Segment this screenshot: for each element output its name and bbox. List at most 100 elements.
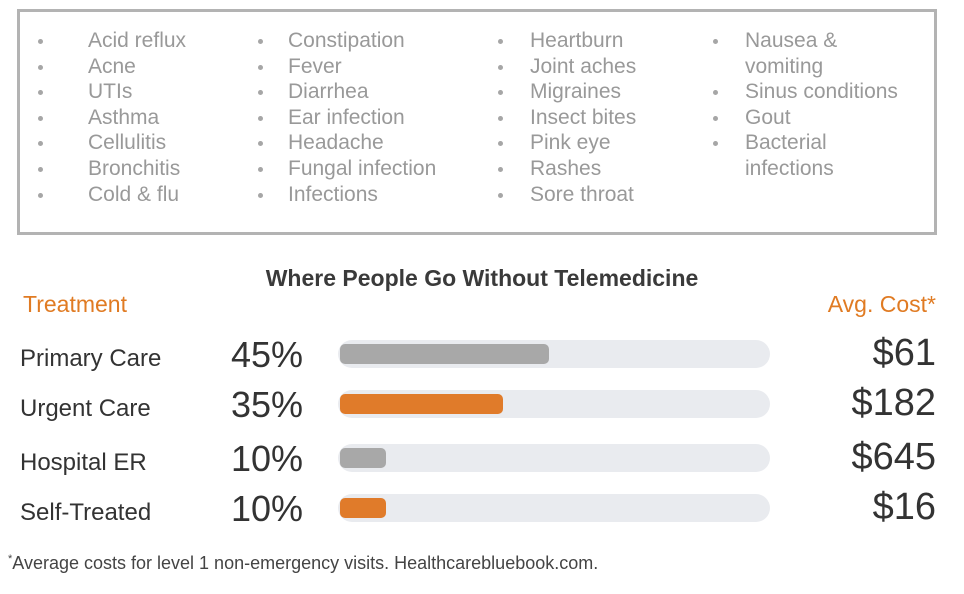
condition-item: Cold & flu [38, 182, 186, 208]
avg-cost-header: Avg. Cost* [827, 291, 936, 317]
condition-label: Joint aches [530, 54, 637, 78]
footnote: *Average costs for level 1 non-emergency… [8, 553, 598, 574]
conditions-box: Acid reflux Acne UTIs Asthma Cellulitis Bronc… [17, 9, 937, 235]
conditions-column: Heartburn Joint aches Migraines Insect bite… [498, 28, 636, 207]
category-label: Self-Treated [20, 499, 152, 526]
condition-item: Bronchitis [38, 156, 186, 182]
condition-item: Asthma [38, 105, 186, 131]
condition-item: Acid reflux [38, 28, 186, 54]
treatment-header: Treatment [23, 291, 127, 317]
chart-row: Urgent Care 35% $182 [0, 382, 964, 438]
bullet-icon [713, 39, 718, 44]
condition-item: Heartburn [498, 28, 636, 54]
condition-label: Acid reflux [88, 29, 187, 52]
chart-title: Where People Go Without Telemedicine [265, 265, 699, 291]
bullet-icon [713, 115, 718, 121]
percent-label: 45% [231, 334, 304, 375]
bullet-icon [258, 141, 263, 147]
condition-item: Nausea & vomiting [713, 28, 898, 79]
bullet-icon [258, 64, 263, 70]
condition-label: Sinus conditions [745, 80, 898, 104]
condition-item: Ear infection [258, 105, 436, 131]
bullet-icon [258, 90, 263, 96]
bar-fill [340, 344, 549, 364]
condition-label: Asthma [88, 105, 160, 129]
percent-label: 10% [231, 438, 304, 479]
bullet-icon [258, 166, 263, 172]
chart-row: Primary Care 45% $61 [0, 332, 964, 388]
bullet-icon [38, 192, 43, 198]
bullet-icon [498, 39, 503, 44]
bullet-icon [258, 39, 263, 44]
bullet-icon [498, 64, 503, 70]
condition-label: Bacterial infections [745, 131, 834, 180]
condition-item: Bacterial infections [713, 130, 898, 181]
category-label: Primary Care [20, 345, 162, 372]
condition-item: Joint aches [498, 54, 636, 80]
condition-item: Fungal infection [258, 156, 436, 182]
bullet-icon [713, 90, 718, 96]
conditions-column: Constipation Fever Diarrhea Ear infection He… [258, 28, 436, 207]
chart-row: Self-Treated 10% $16 [0, 486, 964, 542]
condition-label: Acne [88, 54, 136, 78]
condition-item: Cellulitis [38, 130, 186, 156]
bar-fill [340, 448, 386, 468]
condition-label: Fungal infection [288, 156, 437, 180]
footnote-text: Average costs for level 1 non-emergency … [12, 553, 599, 573]
condition-label: Sore throat [530, 182, 634, 206]
condition-item: Infections [258, 182, 436, 208]
condition-label: Constipation [288, 29, 405, 52]
condition-item: Sore throat [498, 182, 636, 208]
bullet-icon [38, 115, 43, 121]
bullet-icon [498, 141, 503, 147]
bullet-icon [498, 90, 503, 96]
bullet-icon [498, 166, 503, 172]
condition-label: Pink eye [530, 131, 611, 155]
bullet-icon [38, 39, 43, 44]
bullet-icon [38, 166, 43, 172]
condition-label: Ear infection [288, 105, 405, 129]
condition-label: Bronchitis [88, 156, 181, 180]
bullet-icon [38, 90, 43, 96]
chart-row: Hospital ER 10% $645 [0, 436, 964, 492]
bullet-icon [498, 192, 503, 198]
cost-label: $645 [851, 436, 936, 478]
percent-label: 10% [231, 488, 304, 529]
conditions-column: Acid reflux Acne UTIs Asthma Cellulitis Bronc… [38, 28, 186, 207]
bullet-icon [258, 192, 263, 198]
category-label: Urgent Care [20, 395, 151, 422]
percent-label: 35% [231, 384, 304, 425]
condition-item: Sinus conditions [713, 79, 898, 105]
bullet-icon [38, 141, 43, 147]
condition-item: Acne [38, 54, 186, 80]
cost-label: $16 [872, 486, 936, 528]
condition-label: Rashes [530, 156, 602, 180]
condition-label: Nausea & vomiting [745, 29, 838, 78]
condition-item: Fever [258, 54, 436, 80]
bar-fill [340, 498, 386, 518]
bar-track [338, 494, 770, 522]
condition-label: Gout [745, 105, 791, 129]
condition-item: Gout [713, 105, 898, 131]
condition-item: Migraines [498, 79, 636, 105]
condition-label: UTIs [88, 80, 133, 104]
conditions-column: Nausea & vomiting Sinus conditions Gout Bac… [713, 28, 898, 182]
condition-label: Headache [288, 131, 384, 155]
condition-label: Cellulitis [88, 131, 167, 155]
condition-item: Constipation [258, 28, 436, 54]
bullet-icon [258, 115, 263, 121]
footnote-marker: * [8, 553, 13, 565]
condition-label: Diarrhea [288, 80, 369, 104]
bullet-icon [713, 141, 718, 147]
category-label: Hospital ER [20, 449, 147, 476]
condition-label: Infections [288, 182, 378, 206]
condition-label: Cold & flu [88, 182, 180, 206]
condition-item: Diarrhea [258, 79, 436, 105]
bar-track [338, 340, 770, 368]
cost-label: $182 [851, 382, 936, 424]
bar-track [338, 390, 770, 418]
condition-item: Headache [258, 130, 436, 156]
bar-track [338, 444, 770, 472]
bullet-icon [38, 64, 43, 70]
condition-item: UTIs [38, 79, 186, 105]
